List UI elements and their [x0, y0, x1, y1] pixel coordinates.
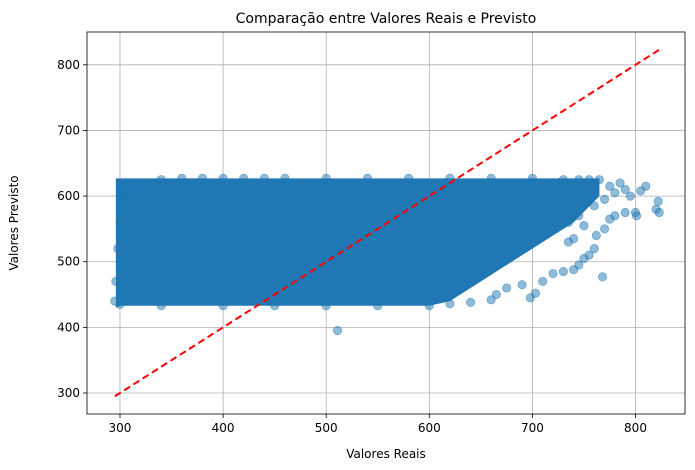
scatter-point	[332, 326, 343, 336]
scatter-point	[599, 194, 610, 204]
y-axis-ticks: 300 400 500 600 700 800	[57, 58, 87, 400]
scatter-point	[527, 173, 538, 183]
scatter-point	[177, 173, 187, 183]
scatter-point	[259, 173, 269, 183]
scatter-point	[321, 301, 331, 311]
scatter-point	[465, 297, 476, 308]
scatter-point	[589, 243, 599, 254]
scatter-point	[574, 175, 584, 185]
scatter-point	[111, 276, 121, 287]
y-tick-label: 800	[57, 58, 80, 72]
chart-title: Comparação entre Valores Reais e Previst…	[236, 11, 537, 27]
scatter-point	[574, 211, 584, 221]
scatter-point	[574, 260, 584, 270]
scatter-point	[115, 299, 125, 309]
scatter-point	[156, 175, 166, 185]
scatter-point	[599, 224, 610, 234]
scatter-point	[597, 272, 608, 282]
scatter-point	[218, 173, 228, 183]
y-axis-label: Valores Previsto	[7, 175, 21, 270]
scatter-point	[653, 196, 663, 206]
scatter-point	[530, 288, 541, 298]
scatter-point	[548, 268, 558, 279]
y-tick-label: 500	[57, 255, 80, 269]
scatter-point	[584, 175, 594, 185]
scatter-point	[517, 280, 527, 290]
scatter-point	[270, 301, 280, 311]
scatter-point	[558, 175, 568, 185]
y-tick-label: 700	[57, 123, 80, 137]
y-tick-label: 600	[57, 189, 80, 203]
scatter-point	[373, 301, 383, 311]
scatter-point	[615, 178, 625, 188]
scatter-point	[404, 173, 414, 183]
x-axis-label: Valores Reais	[346, 447, 426, 461]
scatter-point	[491, 289, 501, 300]
x-tick-label: 500	[315, 421, 338, 435]
scatter-point	[197, 173, 208, 183]
scatter-point	[591, 230, 601, 241]
x-tick-label: 300	[109, 421, 132, 435]
scatter-point	[610, 211, 620, 221]
y-tick-label: 400	[57, 320, 80, 334]
scatter-point	[125, 178, 135, 188]
scatter-point	[563, 237, 574, 247]
scatter-point	[620, 184, 630, 195]
scatter-point	[625, 191, 635, 201]
x-tick-label: 400	[212, 421, 235, 435]
scatter-point	[589, 201, 599, 211]
dense-point-band	[115, 178, 600, 308]
scatter-point	[584, 250, 594, 260]
scatter-point	[321, 173, 331, 183]
scatter-point	[218, 301, 228, 311]
scatter-point	[115, 217, 125, 227]
scatter-point	[362, 173, 373, 183]
scatter-point	[563, 217, 574, 227]
x-tick-label: 800	[624, 421, 647, 435]
dense-point-cloud	[115, 178, 600, 308]
scatter-point	[558, 266, 568, 277]
scatter-point	[445, 299, 455, 309]
scatter-point	[654, 207, 664, 218]
scatter-point	[579, 221, 589, 231]
x-axis-ticks: 300 400 500 600 700 800	[109, 414, 647, 435]
scatter-points	[110, 173, 664, 336]
scatter-point	[239, 173, 249, 183]
scatter-point	[502, 283, 512, 293]
scatter-point	[486, 173, 496, 183]
scatter-point	[538, 276, 548, 287]
scatter-point	[594, 175, 605, 185]
scatter-point	[605, 181, 615, 191]
plot-area	[110, 48, 664, 398]
scatter-point	[631, 211, 642, 221]
scatter-point	[156, 301, 166, 311]
scatter-point	[121, 184, 131, 195]
reference-line	[114, 48, 660, 398]
scatter-point	[610, 188, 620, 198]
scatter-point	[280, 173, 290, 183]
scatter-point	[141, 184, 151, 195]
scatter-point	[424, 301, 434, 311]
scatter-point	[641, 181, 651, 191]
x-tick-label: 600	[418, 421, 441, 435]
x-tick-label: 700	[521, 421, 544, 435]
scatter-point	[620, 207, 630, 218]
plot-frame	[86, 31, 686, 415]
y-tick-label: 300	[57, 386, 80, 400]
scatter-point	[113, 243, 123, 254]
